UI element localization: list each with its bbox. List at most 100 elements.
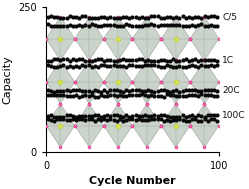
- Point: [203, 24, 207, 27]
- Polygon shape: [75, 17, 104, 60]
- Point: [168, 93, 172, 96]
- Point: [193, 115, 197, 118]
- Point: [152, 90, 156, 93]
- Point: [152, 118, 156, 121]
- Point: [187, 25, 191, 28]
- Point: [187, 15, 191, 18]
- Point: [203, 118, 207, 121]
- Point: [102, 94, 106, 97]
- Point: [181, 66, 185, 69]
- Point: [64, 66, 68, 69]
- Point: [203, 59, 207, 62]
- Point: [68, 64, 72, 67]
- Point: [121, 90, 125, 93]
- Point: [112, 113, 116, 116]
- Point: [68, 119, 72, 122]
- Point: [184, 57, 188, 60]
- Point: [102, 115, 106, 118]
- Point: [58, 24, 62, 27]
- Point: [96, 16, 100, 19]
- Point: [62, 58, 65, 61]
- Point: [181, 119, 185, 122]
- Point: [127, 23, 131, 26]
- Point: [199, 93, 203, 96]
- Point: [156, 64, 160, 67]
- Point: [74, 115, 78, 118]
- Point: [159, 16, 163, 19]
- Point: [90, 59, 94, 62]
- Point: [187, 89, 191, 92]
- Point: [127, 89, 131, 92]
- Point: [137, 93, 141, 96]
- Point: [162, 113, 166, 116]
- Point: [121, 25, 125, 28]
- Point: [159, 23, 163, 26]
- Point: [55, 15, 59, 19]
- Point: [115, 60, 119, 63]
- Point: [174, 16, 178, 19]
- Point: [52, 15, 56, 18]
- Point: [58, 64, 62, 67]
- Point: [196, 94, 200, 98]
- Point: [181, 25, 185, 28]
- Point: [162, 95, 166, 98]
- Point: [193, 118, 197, 121]
- Point: [156, 60, 160, 63]
- Point: [184, 25, 188, 28]
- Point: [143, 59, 147, 62]
- Point: [199, 119, 203, 122]
- Point: [83, 59, 87, 62]
- Point: [171, 89, 175, 92]
- Point: [49, 119, 53, 122]
- Point: [71, 114, 75, 117]
- Point: [165, 118, 169, 121]
- Point: [209, 118, 213, 121]
- Point: [203, 65, 207, 68]
- Point: [206, 65, 210, 68]
- Point: [171, 17, 175, 20]
- Point: [58, 16, 62, 19]
- Point: [64, 94, 68, 97]
- Point: [149, 59, 153, 62]
- Point: [90, 94, 94, 97]
- Point: [115, 64, 119, 67]
- Point: [174, 115, 178, 118]
- Point: [156, 15, 160, 18]
- Point: [121, 95, 125, 98]
- Point: [124, 23, 128, 26]
- Point: [115, 88, 119, 91]
- Point: [102, 16, 106, 19]
- Point: [77, 17, 81, 20]
- Point: [46, 16, 50, 19]
- Point: [171, 24, 175, 27]
- Point: [99, 58, 103, 61]
- Point: [165, 115, 169, 118]
- Point: [109, 94, 113, 97]
- Point: [124, 88, 128, 91]
- Point: [64, 24, 68, 27]
- Point: [118, 117, 122, 120]
- Polygon shape: [161, 104, 190, 147]
- Point: [206, 15, 210, 18]
- Point: [109, 64, 113, 67]
- Polygon shape: [190, 60, 219, 104]
- Point: [127, 16, 131, 19]
- Point: [55, 25, 59, 28]
- Point: [49, 25, 53, 28]
- Point: [130, 16, 134, 19]
- Point: [143, 16, 147, 19]
- Point: [199, 16, 203, 19]
- Point: [209, 88, 213, 91]
- Point: [149, 23, 153, 26]
- Point: [215, 25, 219, 28]
- Polygon shape: [190, 104, 219, 147]
- Point: [83, 119, 87, 122]
- Point: [156, 94, 160, 97]
- Point: [199, 64, 203, 67]
- Point: [162, 119, 166, 122]
- Point: [130, 24, 134, 27]
- Point: [58, 58, 62, 61]
- Point: [140, 93, 144, 96]
- Point: [118, 94, 122, 97]
- Point: [96, 95, 100, 98]
